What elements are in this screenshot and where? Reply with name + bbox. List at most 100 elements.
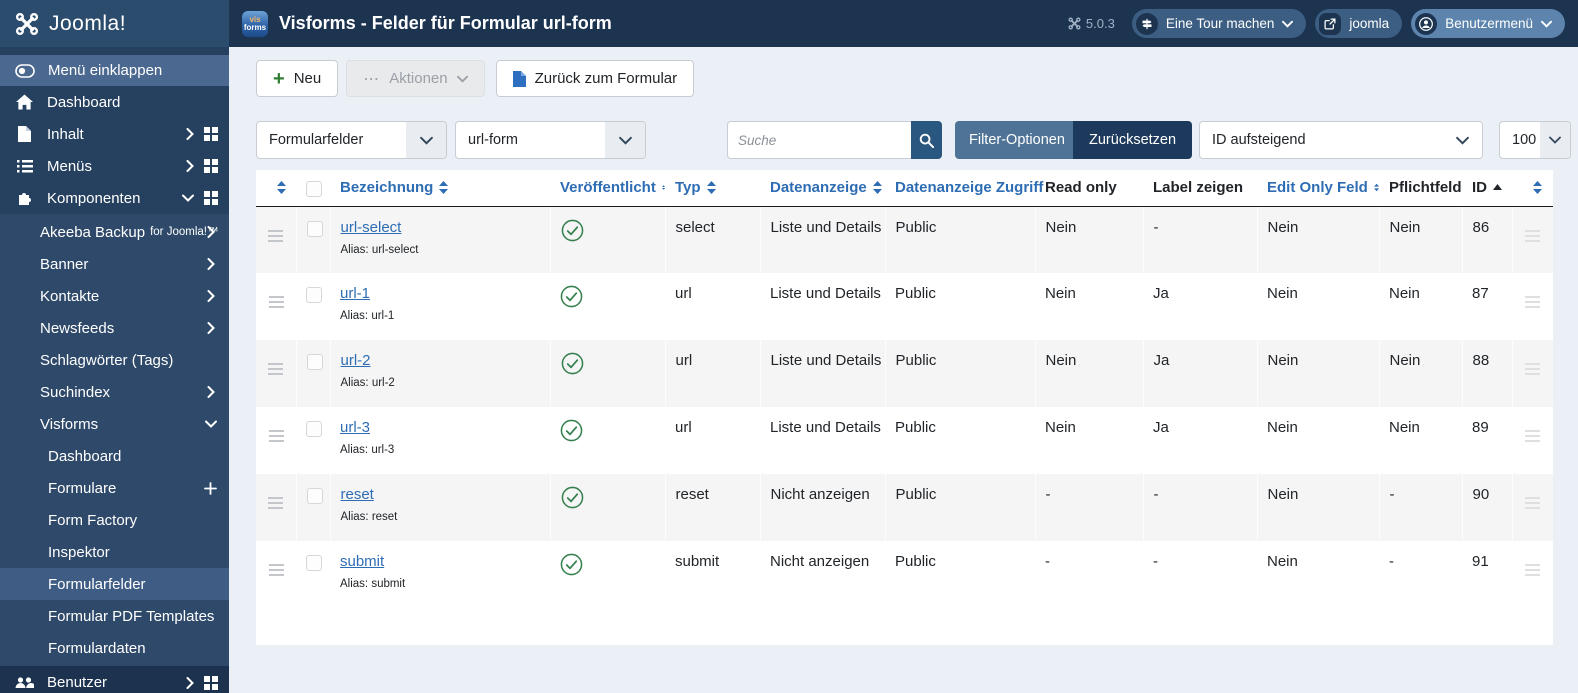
sidebar-item-formular-pdf-templates[interactable]: Formular PDF Templates	[0, 600, 229, 632]
drag-handle-icon[interactable]	[268, 296, 284, 308]
row-menu-icon[interactable]	[1525, 296, 1540, 308]
row-checkbox[interactable]	[306, 555, 322, 571]
field-type: url	[675, 285, 692, 302]
sidebar-item-kontakte[interactable]: Kontakte	[0, 280, 229, 312]
grid-icon[interactable]	[204, 159, 218, 173]
drag-handle-icon[interactable]	[268, 229, 284, 242]
context-select[interactable]: Formularfelder	[256, 121, 447, 159]
sidebar-item-dashboard[interactable]: Dashboard	[0, 86, 229, 118]
sidebar-item-menus[interactable]: Menüs	[0, 150, 229, 182]
sidebar-item-inspektor[interactable]: Inspektor	[0, 536, 229, 568]
sidebar-item-form-factory[interactable]: Form Factory	[0, 504, 229, 536]
row-menu-icon[interactable]	[1525, 564, 1540, 576]
field-type: submit	[675, 553, 720, 570]
row-menu-icon[interactable]	[1525, 497, 1541, 509]
published-toggle[interactable]	[561, 219, 584, 242]
sort-select[interactable]: ID aufsteigend	[1199, 121, 1483, 159]
fields-table: Bezeichnung Veröffentlicht Typ Datenanze…	[256, 170, 1553, 608]
row-checkbox[interactable]	[306, 488, 323, 504]
reset-filters-button[interactable]: Zurücksetzen	[1073, 121, 1193, 159]
published-toggle[interactable]	[560, 419, 583, 442]
field-name-link[interactable]: url-select	[340, 218, 402, 236]
limit-select[interactable]: 100	[1499, 121, 1571, 159]
main-content: + Neu ⋯ Aktionen Zurück zum Formular For…	[229, 47, 1578, 693]
joomla-logo[interactable]: Joomla!	[0, 0, 229, 47]
grid-icon[interactable]	[204, 675, 218, 690]
row-checkbox[interactable]	[306, 421, 322, 437]
drag-handle-icon[interactable]	[268, 430, 284, 442]
field-display: Liste und Details	[759, 340, 885, 407]
column-header-checkall[interactable]	[296, 170, 330, 207]
column-header-datenanzeige[interactable]: Datenanzeige	[760, 170, 885, 207]
column-header-typ[interactable]: Typ	[665, 170, 760, 207]
published-toggle[interactable]	[560, 285, 583, 308]
column-label: Datenanzeige Zugriff	[895, 179, 1044, 197]
site-preview-button[interactable]: joomla	[1315, 9, 1403, 38]
field-id: 88	[1461, 340, 1512, 407]
field-required: Nein	[1389, 419, 1420, 436]
user-menu-button[interactable]: Benutzermenü	[1411, 9, 1565, 38]
row-menu-icon[interactable]	[1525, 229, 1541, 242]
field-show-label: -	[1142, 206, 1257, 273]
published-toggle[interactable]	[560, 553, 583, 576]
field-readonly: -	[1045, 553, 1050, 570]
column-header-edit-only-feld[interactable]: Edit Only Feld	[1257, 170, 1379, 207]
column-header-actions-sort[interactable]	[1512, 170, 1553, 207]
select-all-checkbox[interactable]	[306, 180, 322, 197]
document-icon	[512, 70, 526, 87]
column-header-bezeichnung[interactable]: Bezeichnung	[330, 170, 550, 207]
sidebar-item-komponenten[interactable]: Komponenten	[0, 182, 229, 214]
sidebar: Menü einklappen Dashboard Inhalt Menüs	[0, 47, 229, 693]
published-toggle[interactable]	[561, 486, 584, 509]
sidebar-item-banner[interactable]: Banner	[0, 248, 229, 280]
field-name-link[interactable]: reset	[340, 486, 374, 503]
sidebar-item-newsfeeds[interactable]: Newsfeeds	[0, 312, 229, 344]
home-icon	[15, 94, 34, 110]
tour-button[interactable]: Eine Tour machen	[1131, 9, 1307, 38]
column-header-label-zeigen: Label zeigen	[1143, 170, 1257, 207]
actions-button[interactable]: ⋯ Aktionen	[346, 60, 485, 97]
sidebar-item-formularfelder[interactable]: Formularfelder	[0, 568, 229, 600]
back-to-form-button[interactable]: Zurück zum Formular	[495, 60, 695, 97]
row-menu-icon[interactable]	[1525, 430, 1540, 442]
search-button[interactable]	[911, 121, 942, 159]
check-circle-icon	[561, 486, 583, 509]
sidebar-item-inhalt[interactable]: Inhalt	[0, 118, 229, 150]
form-select[interactable]: url-form	[455, 121, 646, 159]
sidebar-item-label: Dashboard	[48, 447, 122, 465]
column-header-ordering[interactable]	[256, 170, 296, 207]
sidebar-item-visforms-dashboard[interactable]: Dashboard	[0, 440, 229, 472]
row-menu-icon[interactable]	[1525, 363, 1541, 375]
field-name-link[interactable]: url-1	[340, 285, 371, 302]
sidebar-item-suchindex[interactable]: Suchindex	[0, 376, 229, 408]
row-checkbox[interactable]	[306, 287, 322, 303]
field-required: Nein	[1389, 285, 1420, 302]
column-header-veroeffentlicht[interactable]: Veröffentlicht	[550, 170, 665, 207]
field-alias: Alias: url-1	[340, 310, 395, 322]
grid-icon[interactable]	[204, 127, 218, 141]
field-alias: Alias: url-3	[340, 444, 395, 456]
sidebar-item-formulardaten[interactable]: Formulardaten	[0, 632, 229, 664]
sidebar-item-visforms[interactable]: Visforms	[0, 408, 229, 440]
sidebar-item-tags[interactable]: Schlagwörter (Tags)	[0, 344, 229, 376]
field-name-link[interactable]: url-2	[340, 352, 371, 369]
search-input[interactable]	[727, 121, 911, 159]
new-button[interactable]: + Neu	[256, 60, 339, 97]
row-checkbox[interactable]	[306, 354, 323, 370]
published-toggle[interactable]	[561, 352, 584, 375]
field-name-link[interactable]: submit	[340, 553, 385, 570]
row-checkbox[interactable]	[306, 220, 323, 237]
ellipsis-icon: ⋯	[363, 70, 381, 88]
sidebar-collapse-toggle[interactable]: Menü einklappen	[0, 55, 229, 86]
sidebar-item-benutzer[interactable]: Benutzer	[0, 666, 229, 693]
sidebar-item-formulare[interactable]: Formulare	[0, 472, 229, 504]
plus-icon[interactable]	[204, 481, 217, 495]
drag-handle-icon[interactable]	[268, 564, 284, 576]
drag-handle-icon[interactable]	[268, 497, 284, 509]
grid-icon[interactable]	[204, 191, 218, 205]
column-header-datenanzeige-zugriff[interactable]: Datenanzeige Zugriff	[885, 170, 1043, 207]
field-name-link[interactable]: url-3	[340, 419, 371, 436]
drag-handle-icon[interactable]	[268, 363, 284, 375]
sidebar-item-akeeba-backup[interactable]: Akeeba Backup for Joomla!™	[0, 216, 229, 248]
column-header-id[interactable]: ID	[1462, 170, 1512, 207]
